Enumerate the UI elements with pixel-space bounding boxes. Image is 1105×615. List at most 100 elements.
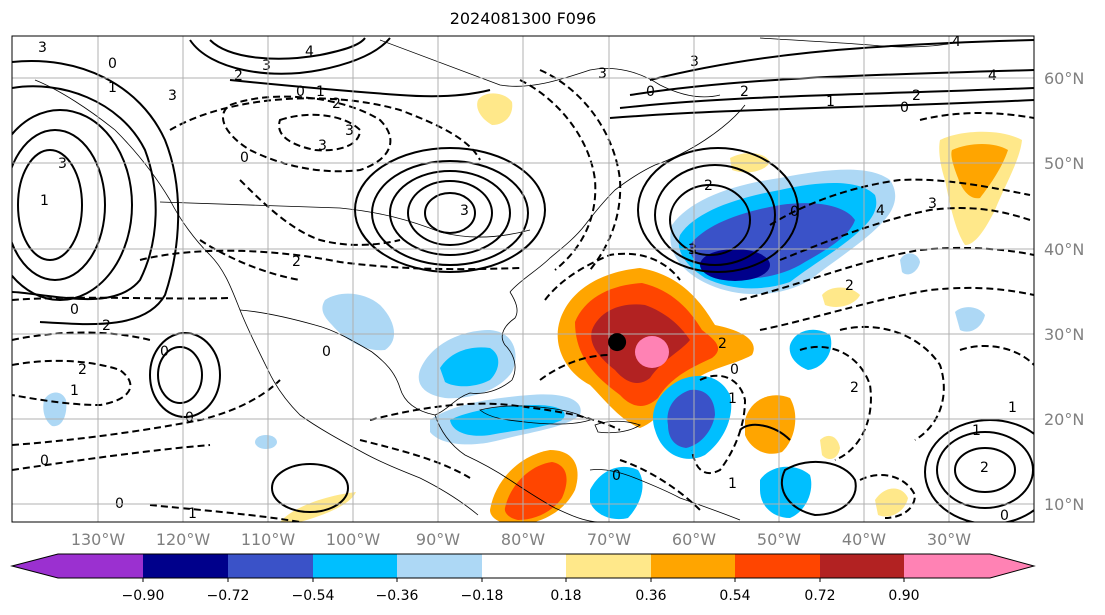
- colorbar-tick-label: −0.72: [207, 588, 250, 604]
- contour-label: 1: [108, 80, 117, 96]
- gridlines: [12, 36, 1034, 522]
- colorbar-segment: [904, 554, 990, 578]
- colorbar-tick-labels: −0.90 −0.72 −0.54 −0.36 −0.18 0.18 0.36 …: [122, 588, 920, 604]
- coastline-central-america: [434, 414, 601, 522]
- contour-label: 1: [188, 506, 197, 522]
- shade-warm-pacific: [280, 492, 356, 522]
- contour-label: 3: [168, 88, 177, 104]
- colorbar-tick-label: 0.90: [888, 588, 919, 604]
- contour-sw-pac-1: [157, 346, 203, 404]
- contour-dash-14: [779, 207, 1031, 261]
- coastline-gulf-mexico: [371, 291, 518, 416]
- contour-dash-23: [149, 504, 301, 522]
- lon-label: 80°W: [501, 530, 545, 549]
- contour-label: 3: [58, 156, 67, 172]
- contour-label: 1: [316, 84, 325, 100]
- contour-label: 3: [460, 203, 469, 219]
- contour-north-3: [619, 87, 1034, 109]
- contour-label: 1: [826, 94, 835, 110]
- contour-dash-11: [12, 444, 211, 471]
- contour-label: 4: [988, 68, 997, 84]
- lat-label: 50°N: [1044, 154, 1084, 173]
- shade-warm-east-atl-core: [951, 144, 1008, 199]
- shade-cold-west-pac: [43, 392, 67, 427]
- lat-label: 40°N: [1044, 240, 1084, 259]
- contour-lakes-low-2: [407, 180, 493, 246]
- contour-label: 3: [928, 196, 937, 212]
- contour-dash-13: [769, 178, 1031, 226]
- colorbar-segment: [313, 554, 397, 578]
- shade-warm-south-east: [875, 488, 908, 517]
- contour-label: 2: [980, 460, 989, 476]
- contour-south-pac-1: [271, 463, 349, 513]
- contour-label: 4: [305, 44, 314, 60]
- shade-cold-small-mexico: [255, 435, 277, 449]
- contour-dash-26: [919, 112, 1034, 121]
- contour-labels: 3 0 4 3 2 3 0 1 2 3 0 1 4 3 2 0 3 0 2 3 …: [38, 34, 1017, 524]
- shade-cold-panama: [590, 466, 643, 520]
- contour-label: 3: [598, 66, 607, 82]
- lon-label: 30°W: [927, 530, 971, 549]
- contour-dash-24: [539, 354, 611, 381]
- contour-label: 0: [185, 410, 194, 426]
- colorbar-tick-label: 0.72: [804, 588, 835, 604]
- contour-dash-19: [839, 325, 945, 441]
- coastline-north-america-west: [34, 79, 479, 516]
- contour-dash-10: [12, 379, 281, 446]
- contour-ne-atl-hook: [739, 423, 791, 441]
- contour-north-4: [609, 99, 1034, 119]
- contour-pacific-high-5: [12, 60, 180, 326]
- contour-label: 0: [1000, 508, 1009, 524]
- lat-label: 20°N: [1044, 410, 1084, 429]
- shade-warm-canada: [477, 93, 513, 125]
- contour-label: 2: [292, 254, 301, 270]
- colorbar: −0.90 −0.72 −0.54 −0.36 −0.18 0.18 0.36 …: [10, 553, 1036, 604]
- colorbar-tick-label: −0.90: [122, 588, 165, 604]
- contour-label: 1: [70, 383, 79, 399]
- contour-label: 2: [912, 88, 921, 104]
- contour-dash-22: [359, 439, 471, 479]
- contour-se-atl-2: [936, 431, 1034, 509]
- storm-center-marker: [608, 333, 627, 352]
- contour-dash-29: [859, 474, 917, 519]
- contour-se-atl-1: [954, 447, 1016, 493]
- contour-dash-20: [959, 344, 1034, 366]
- contour-label: 4: [952, 34, 961, 50]
- contour-label: 1: [1008, 400, 1017, 416]
- contour-label: 0: [70, 302, 79, 318]
- map-frame: [11, 35, 1035, 523]
- map-area: 3 0 4 3 2 3 0 1 2 3 0 1 4 3 2 0 3 0 2 3 …: [12, 34, 1034, 524]
- contour-label: 2: [850, 380, 859, 396]
- lon-label: 110°W: [241, 530, 296, 549]
- colorbar-segment: [228, 554, 313, 578]
- lon-label: 100°W: [326, 530, 381, 549]
- contour-canada-1: [189, 37, 391, 75]
- lon-label: 40°W: [842, 530, 886, 549]
- colorbar-segment: [12, 554, 58, 578]
- shaded-anomalies: [43, 93, 1022, 522]
- contour-label: 2: [78, 362, 87, 378]
- latitude-labels: 60°N 50°N 40°N 30°N 20°N 10°N: [1044, 69, 1084, 514]
- colorbar-segment: [735, 554, 820, 578]
- contour-dash-28: [199, 239, 301, 281]
- lon-label: 60°W: [672, 530, 716, 549]
- contour-dash-2: [278, 113, 362, 152]
- contour-dash-17: [691, 374, 747, 475]
- contour-canada-2: [209, 37, 366, 60]
- contour-dash-6: [139, 249, 521, 271]
- contour-label: 2: [332, 96, 341, 112]
- contour-label: 2: [740, 84, 749, 100]
- shade-warm-small-east: [822, 287, 860, 307]
- contour-dash-4: [519, 79, 597, 271]
- contour-label: 3: [318, 138, 327, 154]
- contour-label: 0: [322, 344, 331, 360]
- colorbar-segment: [143, 554, 228, 578]
- shade-warm-yucatan: [820, 435, 840, 460]
- coastline-hispaniola: [594, 420, 641, 434]
- contour-label: 0: [108, 56, 117, 72]
- shade-warm-mid-atlantic: [745, 395, 796, 454]
- contour-nw-atl-1: [669, 184, 751, 256]
- contour-label: 3: [688, 242, 697, 258]
- contour-label: 2: [718, 336, 727, 352]
